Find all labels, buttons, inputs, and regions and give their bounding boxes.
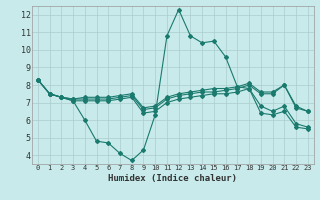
X-axis label: Humidex (Indice chaleur): Humidex (Indice chaleur) <box>108 174 237 183</box>
